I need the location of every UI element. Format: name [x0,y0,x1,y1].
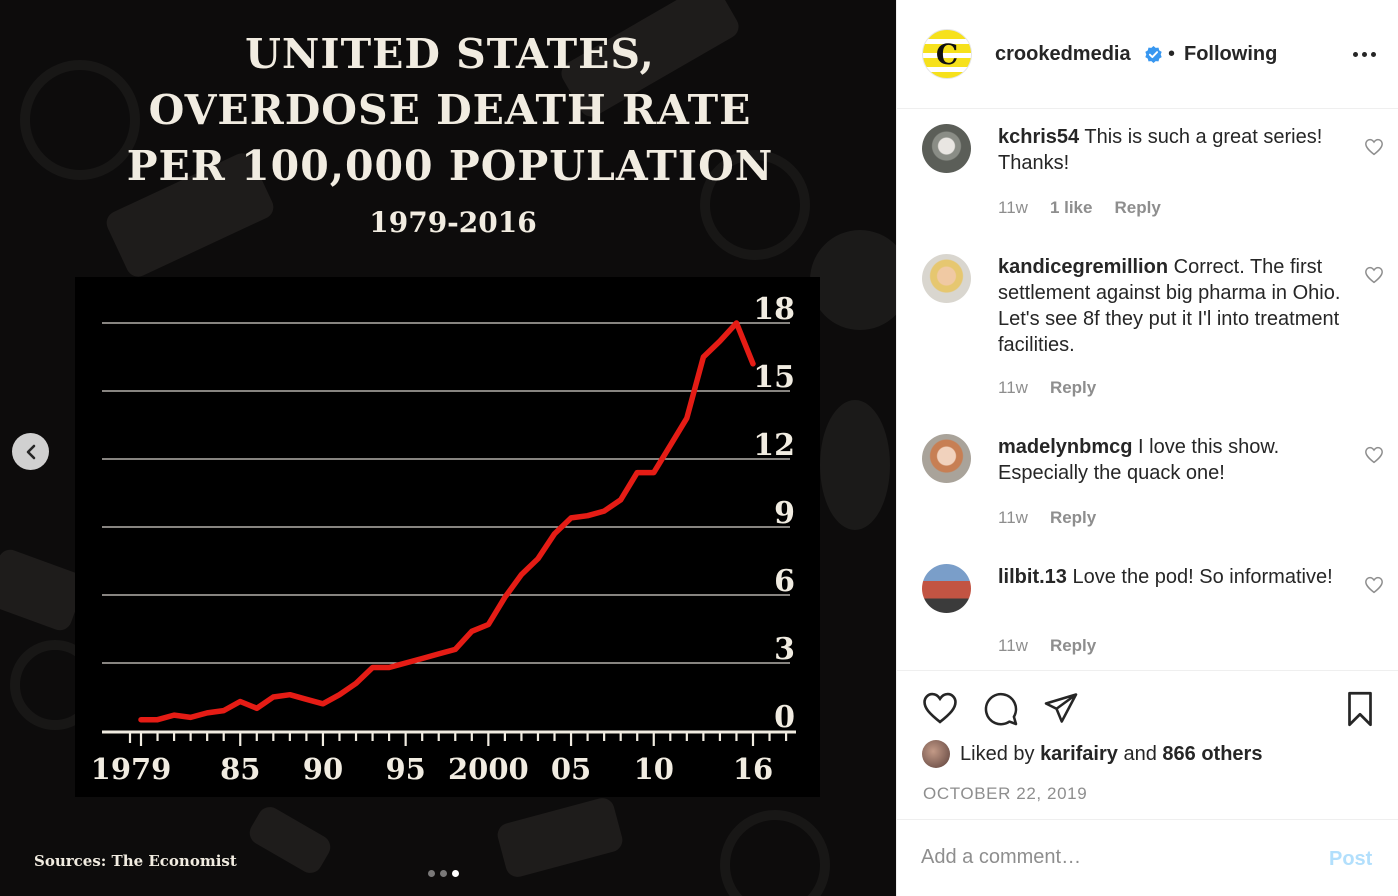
comment-username[interactable]: lilbit.13 [998,566,1067,588]
carousel-dots [428,870,459,877]
comment-meta: 11w Reply [998,378,1096,398]
heart-icon[interactable] [921,691,959,725]
reply-button[interactable]: Reply [1049,378,1097,397]
x-tick-label: 90 [303,752,343,786]
comment-time[interactable]: 11w [998,198,1028,217]
comment-text: This is such a great series! Thanks! [998,126,1323,174]
reply-button[interactable]: Reply [1049,636,1097,655]
background-decoration [20,60,140,180]
series-line [138,320,756,723]
bookmark-icon[interactable] [1346,691,1374,727]
comment-username[interactable]: kchris54 [998,126,1080,148]
chart-panel [75,277,820,797]
reply-button[interactable]: Reply [1049,508,1097,527]
comment-icon[interactable] [983,691,1019,727]
owner-username[interactable]: crookedmedia [995,43,1131,65]
comment-meta: 11w 1 like Reply [998,198,1161,218]
heart-icon[interactable] [1364,446,1384,464]
post-actions [897,670,1398,820]
comment-meta: 11w Reply [998,636,1096,656]
post-media: United States, overdose death rate per 1… [0,0,896,896]
x-tick-label: 95 [385,752,425,786]
liked-by-and: and [1123,742,1157,765]
avatar[interactable] [922,124,971,173]
post-title: United States, overdose death rate per 1… [126,30,774,190]
y-tick-label: 18 [753,292,795,327]
avatar[interactable] [922,254,971,303]
post-subtitle: 1979-2016 [369,206,537,239]
comment-meta: 11w Reply [998,508,1096,528]
y-tick-label: 12 [753,428,795,463]
comment-text: I love this show. Especially the quack o… [998,436,1280,484]
x-tick-label: 10 [634,752,674,786]
comment-composer: Post [897,819,1398,896]
liked-by-user[interactable]: karifairy [1040,742,1118,765]
post-side-panel: C crookedmedia • Following kchris54 This… [896,0,1398,896]
background-decoration [820,400,890,530]
heart-icon[interactable] [1364,138,1384,156]
avatar[interactable] [922,564,971,613]
x-tick-label: 2000 [448,752,529,786]
x-tick-label: 05 [551,752,591,786]
x-tick-label: 1979 [91,752,172,786]
avatar-letter: C [935,37,959,71]
comment-likes[interactable]: 1 like [1049,198,1093,217]
post-date[interactable]: OCTOBER 22, 2019 [923,784,1088,803]
previous-slide-button[interactable] [12,433,49,470]
liked-by: Liked by karifairy and 866 others [922,740,1262,768]
comment-text: Love the pod! So informative! [1072,566,1333,588]
sources-caption: Sources: The Economist [34,852,237,870]
heart-icon[interactable] [1364,576,1384,594]
post-button[interactable]: Post [1329,848,1373,870]
liked-by-prefix: Liked by [960,742,1035,765]
comment-time[interactable]: 11w [998,378,1028,397]
y-tick-label: 6 [774,564,795,599]
carousel-dot [440,870,447,877]
comment-time[interactable]: 11w [998,508,1028,527]
x-tick-label: 16 [733,752,773,786]
background-decoration [700,150,810,260]
background-decoration [810,230,896,330]
comment-text: Correct. The first settlement against bi… [998,256,1341,356]
avatar[interactable] [922,434,971,483]
following-button[interactable]: Following [1184,43,1278,65]
avatar[interactable]: C [922,29,972,79]
comment-username[interactable]: madelynbmcg [998,436,1133,458]
comment-input[interactable] [921,846,1301,869]
carousel-dot-active [452,870,459,877]
heart-icon[interactable] [1364,266,1384,284]
comment-username[interactable]: kandicegremillion [998,256,1169,278]
y-tick-label: 3 [774,632,795,667]
reply-button[interactable]: Reply [1114,198,1161,217]
verified-badge-icon [1145,45,1162,64]
post-header: C crookedmedia • Following [897,0,1398,109]
y-tick-label: 0 [774,700,795,735]
background-decoration [720,810,830,896]
share-icon[interactable] [1043,691,1079,725]
avatar[interactable] [922,740,950,768]
comment-time[interactable]: 11w [998,636,1028,655]
overdose-chart: 0 3 6 9 12 15 18 1979 85 90 95 2000 05 10 16 [91,292,796,786]
more-options-icon[interactable] [1353,52,1376,57]
x-tick-label: 85 [220,752,260,786]
separator-dot: • [1168,43,1176,65]
liked-by-others[interactable]: 866 others [1162,742,1263,765]
y-tick-label: 9 [774,496,795,531]
y-tick-label: 15 [753,360,795,395]
chevron-left-icon [26,444,35,459]
carousel-dot [428,870,435,877]
